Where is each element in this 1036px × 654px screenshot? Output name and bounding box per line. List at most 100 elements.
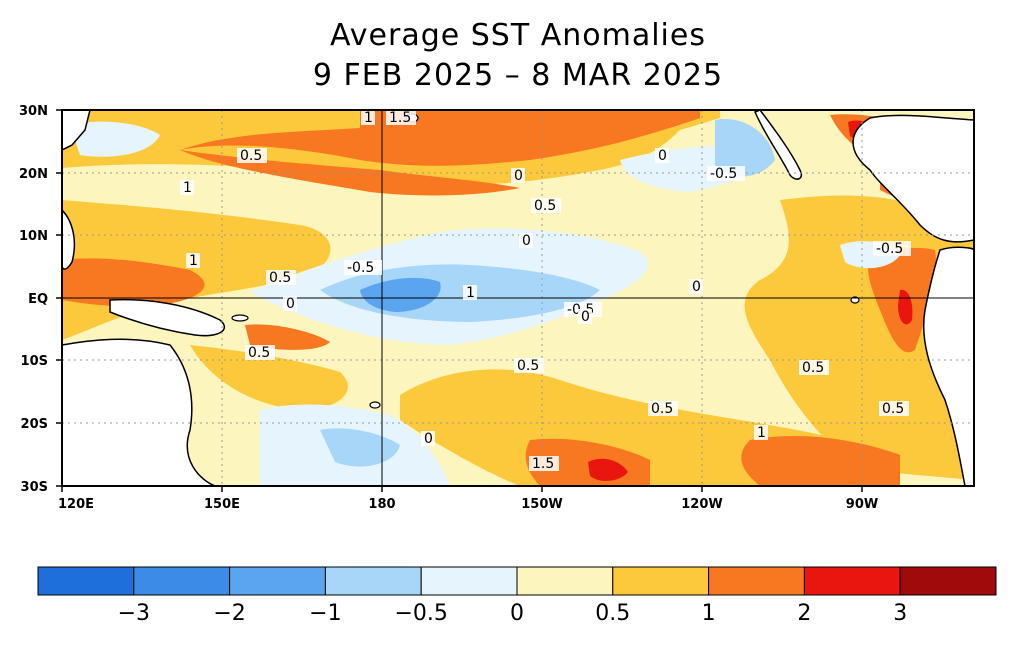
colorbar-segment xyxy=(420,566,518,596)
colorbar-label: −1 xyxy=(309,601,341,626)
lat-tick-label: 10N xyxy=(19,229,48,244)
anomaly-region-northwest-cold xyxy=(70,121,160,157)
colorbar-segment xyxy=(899,566,997,596)
contour-label: 0 xyxy=(692,279,701,295)
contour-label-bg xyxy=(237,148,267,163)
contour-label: 0.5 xyxy=(802,360,824,376)
latitude-ticks: 30N 20N 10N EQ 10S 20S 30S xyxy=(19,104,62,495)
lat-tick-label: 20S xyxy=(21,417,48,432)
subtitle: 9 FEB 2025 – 8 MAR 2025 xyxy=(312,58,724,93)
contour-labels: 11.50.5110-0.50.500.5-0.5010-0.50-0.50.5… xyxy=(180,110,911,472)
anomaly-region-coral-sea xyxy=(245,324,330,350)
colorbar-label: 1 xyxy=(702,601,716,626)
contour-label-bg xyxy=(245,345,275,360)
colorbar-label: 0 xyxy=(510,601,524,626)
colorbar-label: −0.5 xyxy=(394,601,447,626)
contour-label: 0 xyxy=(658,148,667,164)
land-baja xyxy=(754,110,802,180)
contour-label: 0.5 xyxy=(269,270,291,286)
lat-tick-label: 30S xyxy=(21,480,48,495)
lon-tick-label: 120W xyxy=(681,497,722,512)
contour-label: 0 xyxy=(581,309,590,325)
lat-tick-label: 20N xyxy=(19,167,48,182)
anomaly-region-south-peak xyxy=(588,458,628,481)
longitude-ticks: 120E 150E 180 150W 120W 90W xyxy=(58,486,878,512)
land-asia xyxy=(62,110,91,151)
anomaly-region-southwest xyxy=(190,345,348,410)
colorbar: −3 −2 −1 −0.5 0 0.5 1 2 3 xyxy=(37,566,997,626)
contour-label: -0.5 xyxy=(876,241,903,257)
contour-label-bg xyxy=(514,358,544,373)
colorbar-label: −3 xyxy=(118,601,150,626)
contour-label: 0.5 xyxy=(534,198,556,214)
contour-label-bg xyxy=(873,241,911,256)
contour-label: 0 xyxy=(522,233,531,249)
colorbar-segment xyxy=(516,566,614,596)
lat-tick-label: EQ xyxy=(28,292,48,307)
contour-label: 0.5 xyxy=(240,148,262,164)
anomaly-region-equatorial-peak-cold xyxy=(360,277,441,312)
contour-label: 1.5 xyxy=(389,110,411,126)
contour-label: 1 xyxy=(189,253,198,269)
colorbar-segment xyxy=(229,566,326,596)
contour-label-bg xyxy=(689,279,703,294)
title: Average SST Anomalies xyxy=(330,18,706,53)
contour-label-bg xyxy=(186,253,200,268)
contour-label: 1 xyxy=(183,180,192,196)
contour-label-bg xyxy=(421,431,435,446)
anomaly-region-california-cold xyxy=(715,119,775,177)
lon-tick-label: 180 xyxy=(368,497,395,512)
contour-label-bg xyxy=(511,168,525,183)
contour-label: 0 xyxy=(514,168,523,184)
lon-tick-label: 150W xyxy=(521,497,562,512)
land-australia xyxy=(62,338,216,486)
colorbar-label: −2 xyxy=(213,601,245,626)
contour-label-bg xyxy=(799,360,829,375)
colorbar-segment xyxy=(612,566,710,596)
lon-tick-label: 120E xyxy=(58,497,94,512)
contour-label: -0.5 xyxy=(347,260,374,276)
contour-label-bg xyxy=(754,425,768,440)
contour-label: 0.5 xyxy=(517,358,539,374)
contour-label-bg xyxy=(519,233,533,248)
contour-label: 1 xyxy=(364,110,373,126)
contour-label: 0 xyxy=(424,431,433,447)
anomaly-region-north-strong xyxy=(180,110,700,166)
contour-label-bg xyxy=(879,401,909,416)
contour-label-bg xyxy=(283,296,297,311)
contour-label-bg xyxy=(180,180,194,195)
contour-label: 0.5 xyxy=(882,401,904,417)
contour-label: 1.5 xyxy=(532,456,554,472)
contour-label-bg xyxy=(344,260,382,275)
contour-label: 0.5 xyxy=(651,401,673,417)
contour-label-bg xyxy=(707,166,745,181)
colorbar-label: 2 xyxy=(797,601,811,626)
anomaly-region-west-strong xyxy=(62,258,205,307)
colorbar-segment xyxy=(133,566,231,596)
lat-tick-label: 30N xyxy=(19,104,48,119)
lon-tick-label: 150E xyxy=(204,497,240,512)
contour-label-bg xyxy=(361,110,375,125)
island-solomon xyxy=(231,314,249,322)
lat-tick-label: 10S xyxy=(21,354,48,369)
colorbar-segment xyxy=(37,566,135,596)
anomaly-region-south-cold xyxy=(320,428,400,467)
contour-label-bg xyxy=(655,148,669,163)
contour-label: 0.5 xyxy=(248,345,270,361)
map-plot-area: 11.50.5110-0.50.500.5-0.5010-0.50-0.50.5… xyxy=(62,110,974,486)
contour-label: 1 xyxy=(466,285,475,301)
contour-label-bg xyxy=(648,401,678,416)
colorbar-segment xyxy=(803,566,901,596)
island-fiji xyxy=(369,401,381,409)
contour-label-bg xyxy=(531,198,561,213)
contour-label-bg xyxy=(463,285,477,300)
colorbar-label: 0.5 xyxy=(595,601,630,626)
colorbar-label: 3 xyxy=(893,601,907,626)
land-north-america xyxy=(730,110,974,243)
colorbar-segment xyxy=(708,566,805,596)
land-new-guinea xyxy=(109,298,226,337)
contour-label: 1 xyxy=(757,425,766,441)
contour-label-bg xyxy=(529,456,559,471)
contour-label-bg xyxy=(386,110,416,125)
